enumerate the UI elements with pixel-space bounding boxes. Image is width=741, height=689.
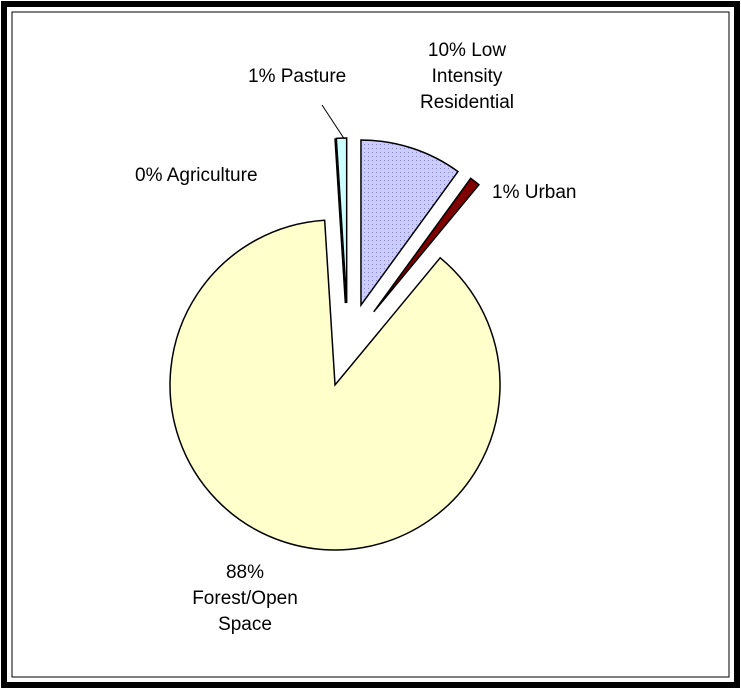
category-label: Forest/Open Space — [192, 588, 298, 635]
pie-slice — [335, 137, 348, 304]
value-label: 10% — [427, 40, 466, 61]
category-label: Low Intensity Residential — [420, 40, 514, 113]
pie-slice — [373, 177, 480, 313]
value-label: 0% — [135, 165, 163, 186]
plot-frame — [11, 11, 730, 678]
value-label: 1% — [492, 182, 520, 203]
slice-label: 1% Urban — [492, 180, 577, 206]
pie-slice — [360, 139, 460, 308]
value-label: 88% — [225, 562, 265, 583]
category-label: Agriculture — [166, 165, 258, 186]
category-label: Urban — [524, 182, 577, 203]
slice-label: 1% Pasture — [248, 64, 346, 90]
slice-label: 0% Agriculture — [135, 163, 258, 189]
slice-label: 88% Forest/Open Space — [180, 560, 310, 638]
category-label: Pasture — [280, 66, 347, 87]
leader-line — [321, 104, 346, 141]
slice-label: 10% Low Intensity Residential — [407, 38, 527, 116]
pie-slice — [169, 219, 501, 551]
value-label: 1% — [248, 66, 276, 87]
